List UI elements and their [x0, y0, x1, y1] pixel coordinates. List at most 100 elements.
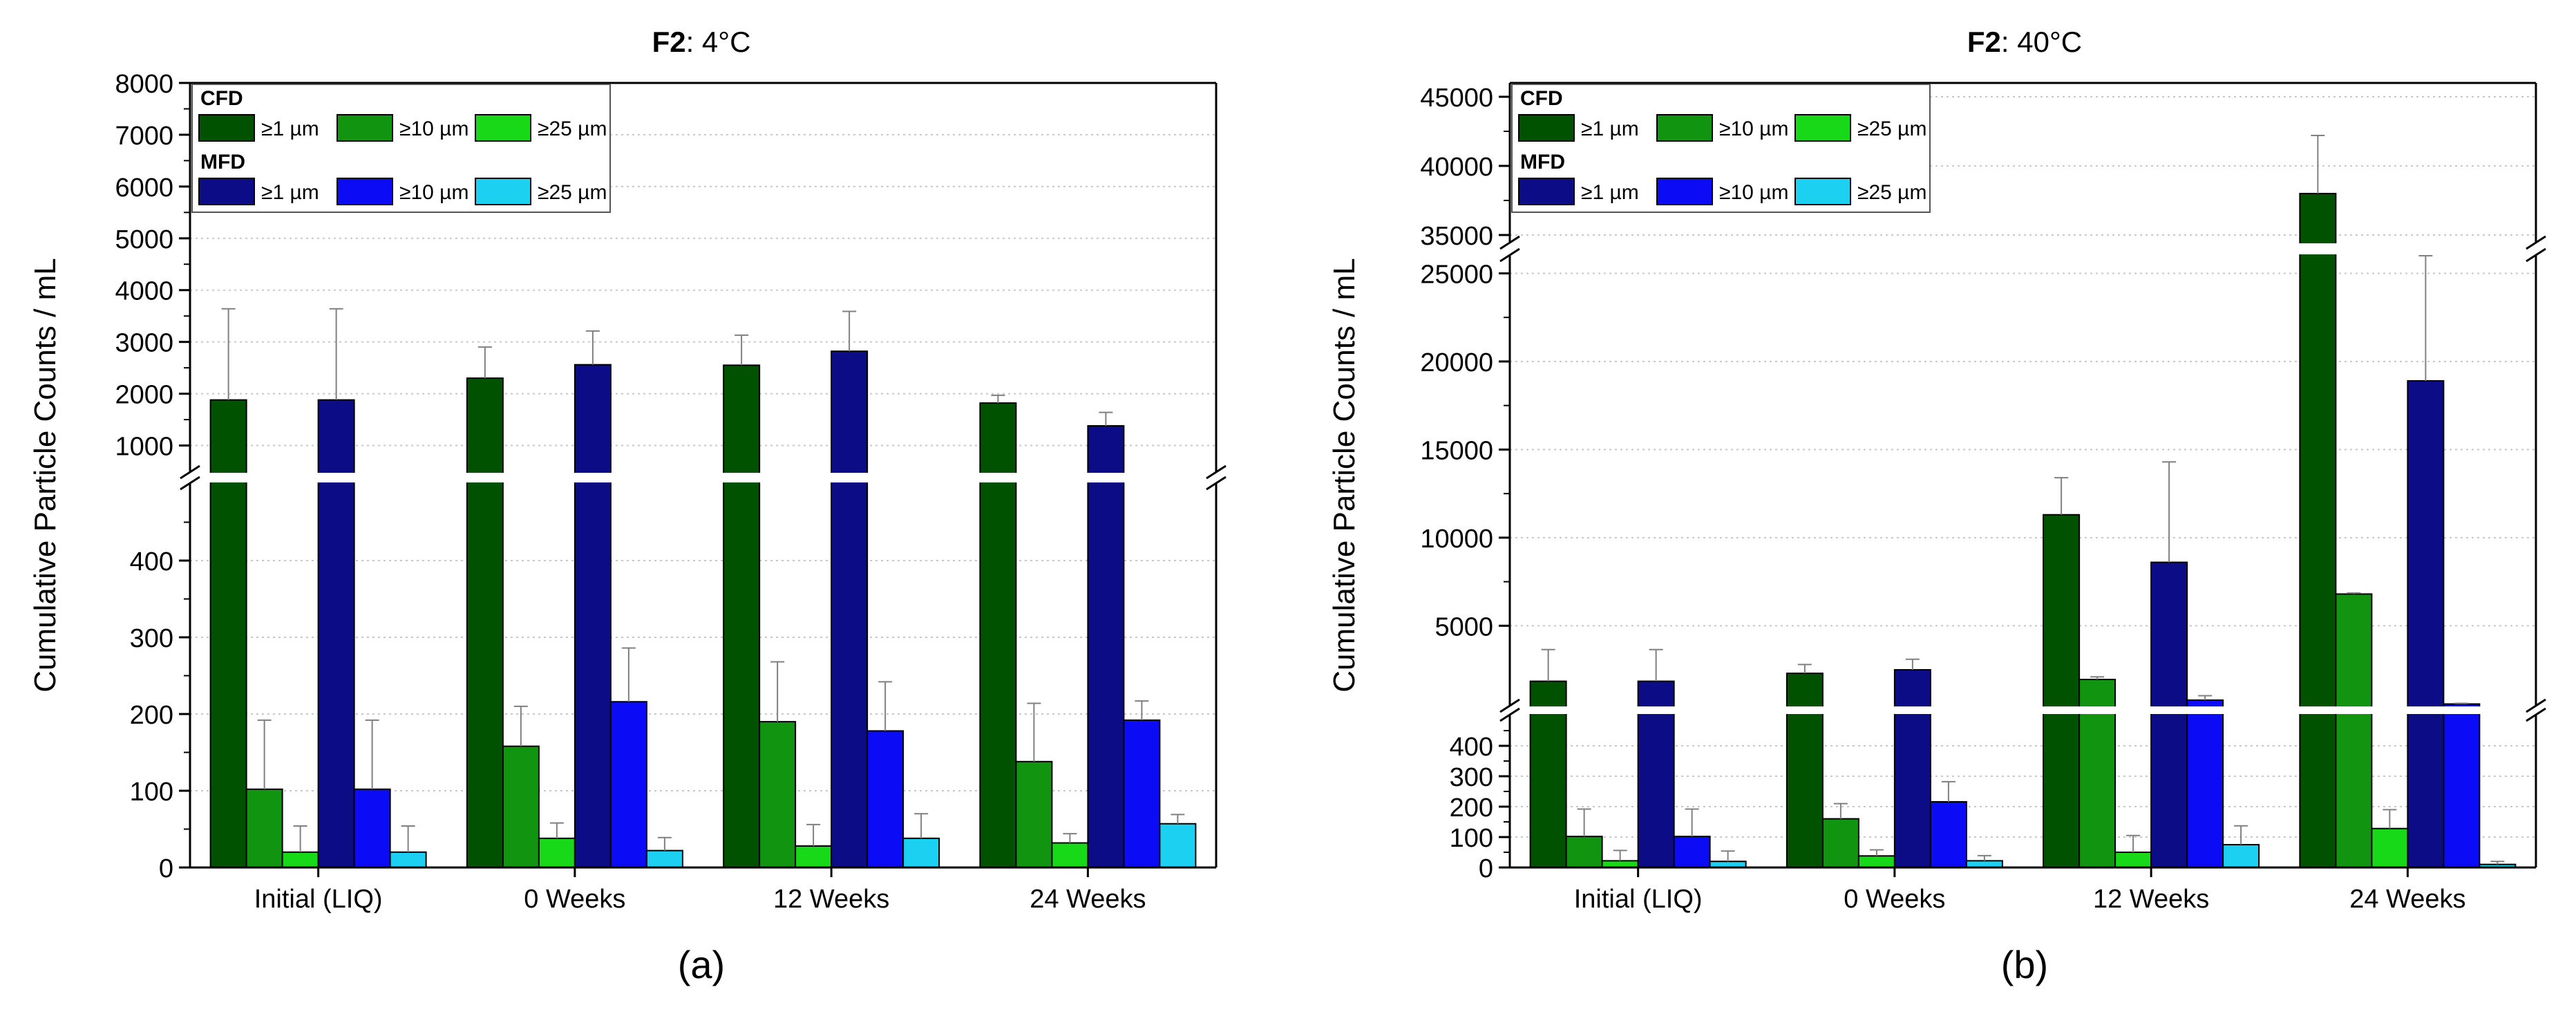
legend-label-mfd-0: ≥1 µm — [1581, 181, 1639, 204]
axis-break-mark — [2526, 698, 2546, 713]
x-tick-label-0-weeks: 0 Weeks — [1844, 885, 1945, 914]
bar-cfd-1-m-12-weeks — [723, 364, 761, 868]
y-tick-label: 200 — [130, 701, 173, 730]
legend-group-title-cfd: CFD — [200, 87, 243, 110]
axis-break-gap — [191, 473, 1215, 482]
legend-swatch-cfd-1 — [1656, 114, 1713, 142]
chart-title-bold: F2 — [652, 26, 686, 58]
y-tick-label: 0 — [159, 854, 173, 883]
x-tick-label-initial-liq: Initial (LIQ) — [254, 885, 383, 914]
bar-cfd-25-m-0-weeks — [538, 837, 576, 868]
legend-group-title-cfd: CFD — [1520, 87, 1563, 110]
axis-break-mark — [1499, 698, 1520, 713]
legend-swatch-mfd-0 — [1518, 178, 1575, 205]
legend-group-title-mfd: MFD — [200, 151, 245, 173]
legend-label-mfd-1: ≥10 µm — [399, 181, 468, 204]
legend-box — [1511, 84, 1931, 213]
y-axis-label: Cumulative Particle Counts / mL — [1327, 258, 1361, 692]
bar-mfd-10-m-24-weeks — [1123, 719, 1161, 868]
axis-break-mask — [1502, 243, 1518, 255]
y-tick-label: 300 — [1450, 763, 1493, 792]
legend-label-cfd-2: ≥25 µm — [538, 118, 607, 140]
bar-cfd-25-m-24-weeks — [1051, 842, 1089, 868]
bar-mfd-10-m-0-weeks — [609, 701, 647, 868]
chart-panel-a: F2: 4°C 0 100 200 300 400 1000 2000 3000 4000 5000… — [28, 26, 1227, 986]
legend-label-mfd-1: ≥10 µm — [1719, 181, 1788, 204]
y-tick-label: 35000 — [1420, 222, 1493, 251]
legend-label-cfd-0: ≥1 µm — [1581, 118, 1639, 140]
axis-break-mark — [2526, 235, 2546, 250]
x-tick-label-24-weeks: 24 Weeks — [2349, 885, 2465, 914]
bar-cfd-25-m-initial-liq — [281, 851, 319, 869]
y-tick-label: 40000 — [1420, 153, 1493, 182]
axis-break-mask — [2528, 243, 2544, 255]
bar-mfd-10-m-0-weeks — [1929, 800, 1967, 868]
bar-mfd-1-m-24-weeks — [2407, 379, 2445, 868]
y-tick-label: 10000 — [1420, 525, 1493, 554]
y-tick-label: 25000 — [1420, 260, 1493, 289]
y-tick-label: 400 — [1450, 733, 1493, 762]
y-tick-label: 3000 — [115, 329, 173, 358]
legend-label-mfd-2: ≥25 µm — [1857, 181, 1926, 204]
y-tick-label: 5000 — [1434, 612, 1493, 641]
legend-swatch-mfd-1 — [1656, 178, 1713, 205]
bar-cfd-10-m-0-weeks — [502, 745, 540, 868]
bar-mfd-10-m-24-weeks — [2443, 703, 2481, 868]
bar-mfd-10-m-12-weeks — [2186, 699, 2224, 868]
bar-mfd-10-m-initial-liq — [1673, 836, 1711, 868]
bar-mfd-1-m-12-weeks — [2150, 561, 2188, 868]
bar-mfd-1-m-initial-liq — [317, 399, 355, 868]
axis-break-mask — [1208, 472, 1224, 483]
y-tick-label: 5000 — [115, 225, 173, 254]
chart-title-rest: : 40°C — [2001, 26, 2082, 58]
bar-mfd-25-m-12-weeks — [2222, 844, 2260, 868]
legend-swatch-mfd-2 — [1794, 178, 1851, 205]
y-tick-label: 100 — [130, 778, 173, 807]
bar-mfd-1-m-0-weeks — [1893, 669, 1931, 868]
bar-cfd-25-m-24-weeks — [2371, 827, 2409, 869]
axis-break-mark — [1206, 476, 1227, 491]
legend-label-cfd-1: ≥10 µm — [1719, 118, 1788, 140]
legend-label-cfd-0: ≥1 µm — [261, 118, 319, 140]
legend-swatch-cfd-0 — [1518, 114, 1575, 142]
bar-cfd-10-m-12-weeks — [759, 721, 797, 868]
bar-cfd-25-m-12-weeks — [795, 845, 833, 869]
axis-break-mark — [2526, 707, 2546, 722]
legend-box — [191, 84, 611, 213]
y-tick-label: 200 — [1450, 794, 1493, 823]
y-tick-label: 6000 — [115, 173, 173, 203]
bar-cfd-10-m-initial-liq — [1565, 836, 1603, 868]
bar-cfd-10-m-0-weeks — [1821, 818, 1859, 868]
chart-title-bold: F2 — [1967, 26, 2001, 58]
legend-label-cfd-2: ≥25 µm — [1857, 118, 1926, 140]
axis-break-mask — [182, 472, 198, 483]
legend-swatch-mfd-2 — [475, 178, 531, 205]
y-tick-label: 400 — [130, 547, 173, 576]
x-tick-label-12-weeks: 12 Weeks — [773, 885, 889, 914]
bar-cfd-1-m-12-weeks — [2043, 514, 2081, 868]
bar-cfd-25-m-12-weeks — [2114, 852, 2152, 868]
bar-mfd-1-m-24-weeks — [1087, 425, 1125, 868]
x-tick-label-24-weeks: 24 Weeks — [1030, 885, 1146, 914]
bar-mfd-25-m-0-weeks — [645, 850, 683, 868]
axis-break-mark — [180, 476, 200, 491]
legend-label-mfd-0: ≥1 µm — [261, 181, 319, 204]
chart-title: F2: 4°C — [652, 26, 751, 58]
x-tick-label-12-weeks: 12 Weeks — [2093, 885, 2209, 914]
bar-mfd-1-m-0-weeks — [574, 364, 612, 868]
legend-swatch-mfd-0 — [198, 178, 255, 205]
axis-break-mark — [1206, 464, 1227, 480]
bar-cfd-1-m-24-weeks — [2299, 193, 2337, 868]
legend-label-mfd-2: ≥25 µm — [538, 181, 607, 204]
y-tick-label: 300 — [130, 624, 173, 653]
bar-cfd-1-m-24-weeks — [979, 402, 1017, 868]
legend-swatch-cfd-0 — [198, 114, 255, 142]
bar-mfd-10-m-12-weeks — [866, 730, 905, 869]
y-tick-label: 4000 — [115, 277, 173, 306]
axis-break-gap — [1511, 243, 2535, 254]
axis-break-mark — [1499, 235, 1520, 250]
y-tick-label: 45000 — [1420, 84, 1493, 113]
legend-swatch-cfd-2 — [475, 114, 531, 142]
bar-mfd-25-m-initial-liq — [389, 851, 427, 869]
